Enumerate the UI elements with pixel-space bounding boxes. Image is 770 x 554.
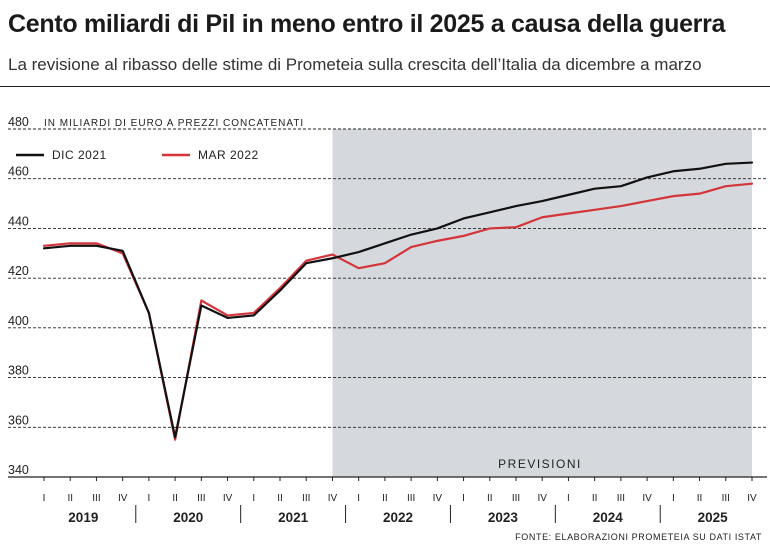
x-tick-label-quarter: I [147, 493, 150, 504]
x-tick-label-quarter: III [197, 493, 205, 504]
x-tick-label-quarter: II [172, 493, 178, 504]
x-tick-label-quarter: II [592, 493, 598, 504]
x-tick-label-year-2020: 2020 [173, 510, 203, 525]
series-line-dic-2021 [42, 161, 754, 439]
x-tick-label-quarter: II [697, 493, 703, 504]
forecast-shading [332, 129, 752, 477]
x-tick-label-quarter: IV [537, 493, 547, 504]
legend-label-1: MAR 2022 [198, 148, 259, 162]
x-tick-label-quarter: III [92, 493, 100, 504]
legend-label-0: DIC 2021 [52, 148, 107, 162]
y-axis-label: IN MILIARDI DI EURO A PREZZI CONCATENATI [44, 118, 304, 129]
y-tick-label-460: 460 [8, 165, 29, 179]
x-tick-label-year-2023: 2023 [488, 510, 519, 525]
x-tick-label-quarter: III [722, 493, 730, 504]
y-tick-label-380: 380 [8, 364, 29, 378]
title-divider [0, 86, 770, 87]
y-tick-label-360: 360 [8, 413, 29, 427]
y-tick-label-420: 420 [8, 264, 29, 278]
x-tick-label-year-2021: 2021 [278, 510, 309, 525]
x-tick-label-quarter: III [512, 493, 520, 504]
x-tick-label-quarter: III [617, 493, 625, 504]
x-tick-label-quarter: IV [747, 493, 757, 504]
x-tick-label-year-2025: 2025 [698, 510, 729, 525]
x-tick-label-year-2024: 2024 [593, 510, 624, 525]
y-tick-labels: 340 360 380 400 420 440 460 480 [8, 115, 29, 477]
series-lines [42, 161, 754, 441]
x-tick-label-quarter: II [487, 493, 493, 504]
source-note: FONTE: ELABORAZIONI PROMETEIA SU DATI IS… [515, 532, 762, 542]
x-tick-label-quarter: I [252, 493, 255, 504]
x-tick-label-quarter: III [302, 493, 310, 504]
x-tick-label-quarter: I [462, 493, 465, 504]
chart-subtitle: La revisione al ribasso delle stime di P… [8, 55, 702, 74]
y-tick-label-400: 400 [8, 314, 29, 328]
y-tick-label-480: 480 [8, 115, 29, 129]
x-tick-label-quarter: I [357, 493, 360, 504]
x-tick-label-year-2019: 2019 [68, 510, 98, 525]
x-tick-label-quarter: I [567, 493, 570, 504]
x-tick-label-year-2022: 2022 [383, 510, 413, 525]
y-tick-label-440: 440 [8, 214, 29, 228]
x-tick-label-quarter: II [382, 493, 388, 504]
x-axis: I II III IV I II III IV I II III IV I II III IV I II III IV… [43, 477, 757, 525]
x-tick-label-quarter: II [277, 493, 283, 504]
legend: DIC 2021 MAR 2022 [16, 148, 259, 162]
x-tick-label-quarter: IV [642, 493, 652, 504]
x-tick-label-quarter: I [672, 493, 675, 504]
x-tick-label-quarter: IV [328, 493, 338, 504]
x-tick-label-quarter: IV [118, 493, 128, 504]
x-tick-label-quarter: III [407, 493, 415, 504]
x-tick-label-quarter: I [43, 493, 46, 504]
x-tick-label-quarter: IV [223, 493, 233, 504]
forecast-label: PREVISIONI [498, 457, 582, 471]
x-tick-label-quarter: II [67, 493, 73, 504]
chart-title: Cento miliardi di Pil in meno entro il 2… [8, 10, 726, 38]
x-tick-label-quarter: IV [433, 493, 443, 504]
y-tick-label-340: 340 [8, 463, 29, 477]
